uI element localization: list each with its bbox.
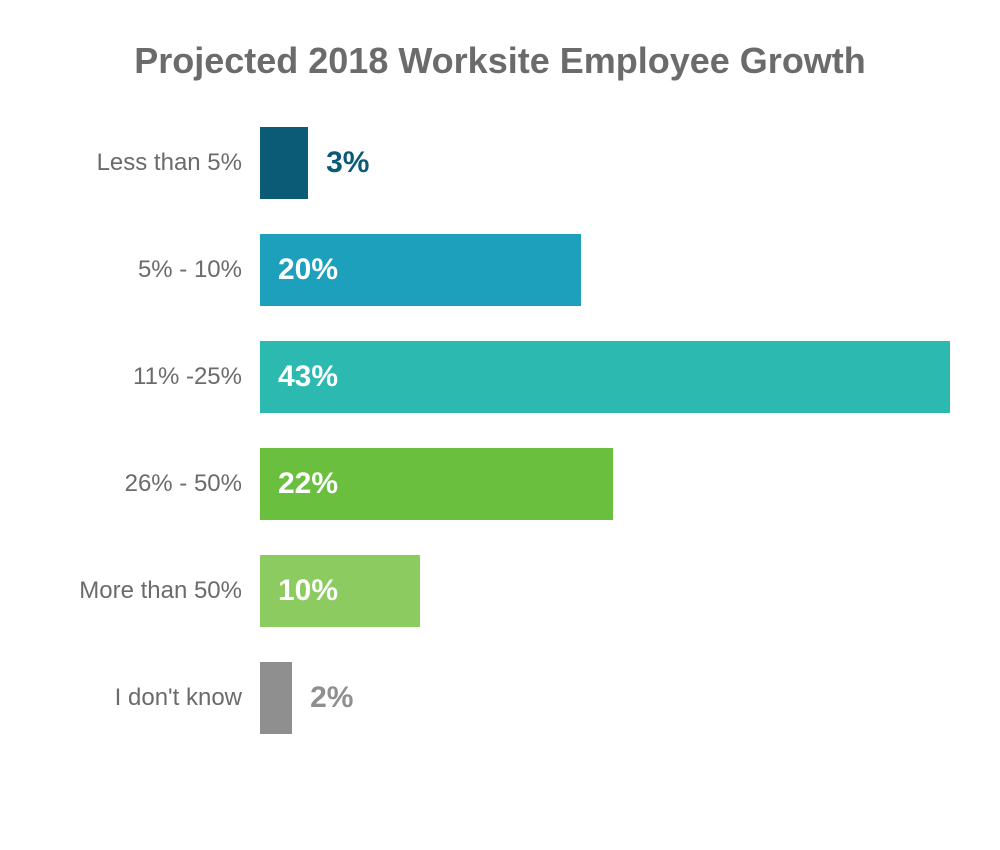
bar: 22% bbox=[260, 448, 613, 520]
chart-row: More than 50% 10% bbox=[50, 555, 950, 627]
chart-title: Projected 2018 Worksite Employee Growth bbox=[50, 40, 950, 82]
bar-container: 43% bbox=[260, 341, 950, 413]
category-label: More than 50% bbox=[50, 577, 260, 605]
category-label: 5% - 10% bbox=[50, 256, 260, 284]
bar bbox=[260, 127, 308, 199]
chart-row: 5% - 10% 20% bbox=[50, 234, 950, 306]
bar: 20% bbox=[260, 234, 581, 306]
bar-value: 22% bbox=[278, 467, 338, 501]
bar-value: 10% bbox=[278, 574, 338, 608]
bar-chart: Projected 2018 Worksite Employee Growth … bbox=[50, 40, 950, 734]
bar-value: 43% bbox=[278, 360, 338, 394]
bar-container: 20% bbox=[260, 234, 950, 306]
bar: 43% bbox=[260, 341, 950, 413]
bar-value: 3% bbox=[326, 146, 369, 180]
bar-container: 10% bbox=[260, 555, 950, 627]
chart-row: Less than 5% 3% bbox=[50, 127, 950, 199]
category-label: 26% - 50% bbox=[50, 470, 260, 498]
bar-container: 3% bbox=[260, 127, 950, 199]
chart-body: Less than 5% 3% 5% - 10% 20% 11% -25% 43% 26% … bbox=[50, 127, 950, 734]
category-label: 11% -25% bbox=[50, 363, 260, 391]
bar bbox=[260, 662, 292, 734]
bar-container: 22% bbox=[260, 448, 950, 520]
chart-row: 26% - 50% 22% bbox=[50, 448, 950, 520]
bar: 10% bbox=[260, 555, 420, 627]
bar-value: 20% bbox=[278, 253, 338, 287]
bar-value: 2% bbox=[310, 681, 353, 715]
category-label: Less than 5% bbox=[50, 149, 260, 177]
category-label: I don't know bbox=[50, 684, 260, 712]
chart-row: I don't know 2% bbox=[50, 662, 950, 734]
bar-container: 2% bbox=[260, 662, 950, 734]
chart-row: 11% -25% 43% bbox=[50, 341, 950, 413]
